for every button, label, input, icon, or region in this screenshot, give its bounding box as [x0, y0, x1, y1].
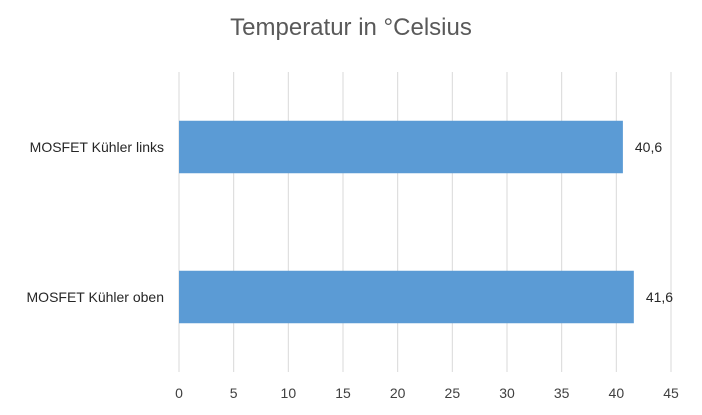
x-tick-label: 35	[554, 385, 570, 401]
bar	[179, 120, 623, 174]
x-tick-label: 40	[609, 385, 625, 401]
x-tick-label: 30	[499, 385, 515, 401]
x-tick-label: 25	[445, 385, 461, 401]
x-tick-label: 15	[335, 385, 351, 401]
chart-title: Temperatur in °Celsius	[230, 14, 472, 41]
data-label: 40,6	[635, 139, 662, 155]
category-label: MOSFET Kühler links	[30, 139, 164, 155]
x-tick-label: 0	[175, 385, 183, 401]
bars	[179, 120, 634, 324]
category-label: MOSFET Kühler oben	[27, 289, 164, 305]
labels: 0 5 10 15 20 25 30 35 40 45 MOSFET Kühler links 40,…	[27, 139, 679, 401]
x-tick-label: 45	[663, 385, 679, 401]
bar	[179, 270, 634, 324]
x-tick-label: 20	[390, 385, 406, 401]
x-tick-label: 5	[230, 385, 238, 401]
data-label: 41,6	[646, 289, 673, 305]
gridlines	[178, 72, 672, 372]
x-tick-label: 10	[281, 385, 297, 401]
